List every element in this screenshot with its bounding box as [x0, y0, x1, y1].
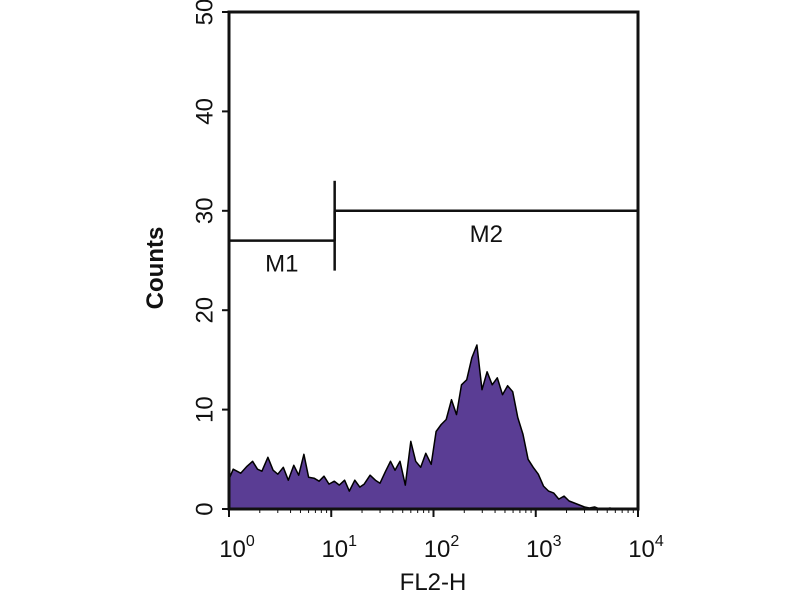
marker-m2: M2 [333, 180, 640, 248]
marker-label: M1 [265, 251, 298, 278]
x-tick-base: 10 [526, 536, 553, 563]
x-tick-label: 101 [321, 533, 357, 563]
y-axis-ticks: 0 10 20 30 40 50 [192, 0, 229, 516]
y-tick-label: 50 [192, 0, 219, 25]
gate-markers: M1 M2 [227, 180, 640, 278]
x-tick-label: 102 [424, 533, 460, 563]
x-tick-base: 10 [219, 536, 246, 563]
y-axis-title: Counts [142, 227, 169, 310]
marker-m1: M1 [227, 210, 336, 278]
x-tick-label: 100 [219, 533, 255, 563]
y-tick-label: 20 [192, 297, 219, 324]
histogram-area [228, 344, 639, 510]
y-tick-label: 40 [192, 98, 219, 125]
x-tick-base: 10 [424, 536, 451, 563]
x-tick-label: 104 [628, 533, 664, 563]
x-axis-title: FL2-H [400, 569, 467, 596]
x-tick-exponent: 3 [553, 533, 562, 550]
x-tick-exponent: 1 [348, 533, 357, 550]
y-tick-label: 0 [192, 502, 219, 515]
x-tick-base: 10 [628, 536, 655, 563]
x-tick-exponent: 4 [655, 533, 664, 550]
x-tick-label: 103 [526, 533, 562, 563]
x-tick-base: 10 [321, 536, 348, 563]
x-tick-exponent: 0 [246, 533, 255, 550]
x-tick-exponent: 2 [450, 533, 459, 550]
y-tick-label: 30 [192, 197, 219, 224]
x-axis-ticks: 100 101 102 103 104 [219, 509, 664, 563]
y-tick-label: 10 [192, 396, 219, 423]
marker-label: M2 [470, 221, 503, 248]
